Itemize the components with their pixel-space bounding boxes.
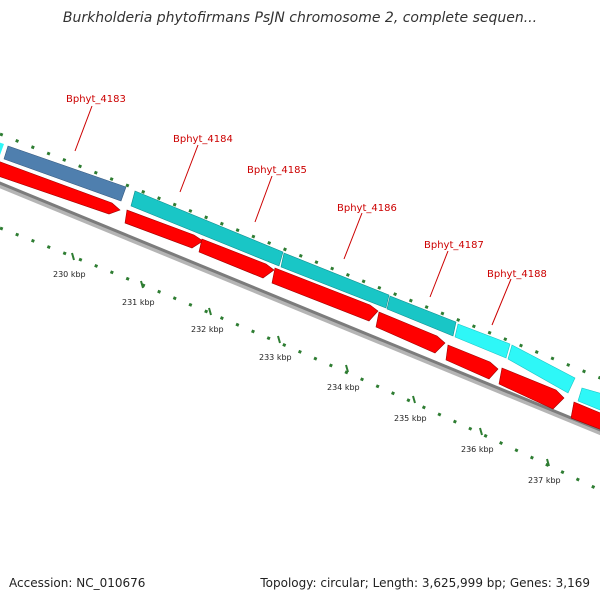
scale-tick [71,252,75,261]
scale-label: 232 kbp [191,325,224,334]
gene-label[interactable]: Bphyt_4183 [66,94,126,105]
cds-arrow[interactable] [124,209,204,249]
backbone [0,181,600,432]
scale-label: 233 kbp [259,353,292,362]
gene-bar-left-edge [0,142,4,155]
gene-labels: Bphyt_4183 Bphyt_4184 Bphyt_4185 Bphyt_4… [66,94,547,280]
backbone-shadow [0,181,600,436]
gene-bar[interactable] [507,344,576,394]
cds-arrow[interactable] [570,401,600,433]
gene-label[interactable]: Bphyt_4188 [487,269,547,280]
scale-label: 236 kbp [461,445,494,454]
scale-label: 235 kbp [394,414,427,423]
gene-label[interactable]: Bphyt_4184 [173,134,233,145]
gene-label[interactable]: Bphyt_4185 [247,165,307,176]
scale-labels: 230 kbp 231 kbp 232 kbp 233 kbp 234 kbp … [53,270,561,485]
scale-ticks [71,252,550,467]
cds-arrow[interactable] [271,267,379,322]
scale-tick [208,307,212,316]
gene-bar[interactable] [3,145,127,202]
scale-label: 230 kbp [53,270,86,279]
gene-label-leader [254,175,273,223]
cds-arrow[interactable] [198,238,275,279]
gene-label[interactable]: Bphyt_4186 [337,203,397,214]
gene-label[interactable]: Bphyt_4187 [424,240,484,251]
gene-label-leader [179,144,199,193]
scale-tick [412,395,416,404]
scale-tick [546,458,550,467]
gene-label-leaders [74,105,512,326]
gene-bar[interactable] [454,323,511,359]
cds-arrow[interactable] [0,160,121,215]
cds-track [0,160,600,433]
scale-label: 237 kbp [528,476,561,485]
topology-stats-text: Topology: circular; Length: 3,625,999 bp… [260,576,590,590]
gene-label-leader [343,212,363,260]
gene-track [0,142,600,414]
scale-tick [140,280,144,289]
scale-tick [345,364,349,373]
scale-tick [479,427,483,436]
cds-arrow[interactable] [445,344,499,380]
gene-bar[interactable] [386,295,457,337]
gene-label-leader [429,250,449,298]
gene-bar[interactable] [577,387,600,414]
accession-text: Accession: NC_010676 [9,576,146,590]
scale-tick [277,335,281,344]
gene-bar[interactable] [280,252,390,309]
scale-label: 231 kbp [122,298,155,307]
gene-label-leader [491,278,512,326]
gene-bar[interactable] [130,190,284,267]
cds-arrow[interactable] [375,311,446,354]
map-title: Burkholderia phytofirmans PsJN chromosom… [62,10,538,26]
gene-label-leader [74,105,93,152]
cds-arrow[interactable] [498,367,565,410]
scale-label: 234 kbp [327,383,360,392]
